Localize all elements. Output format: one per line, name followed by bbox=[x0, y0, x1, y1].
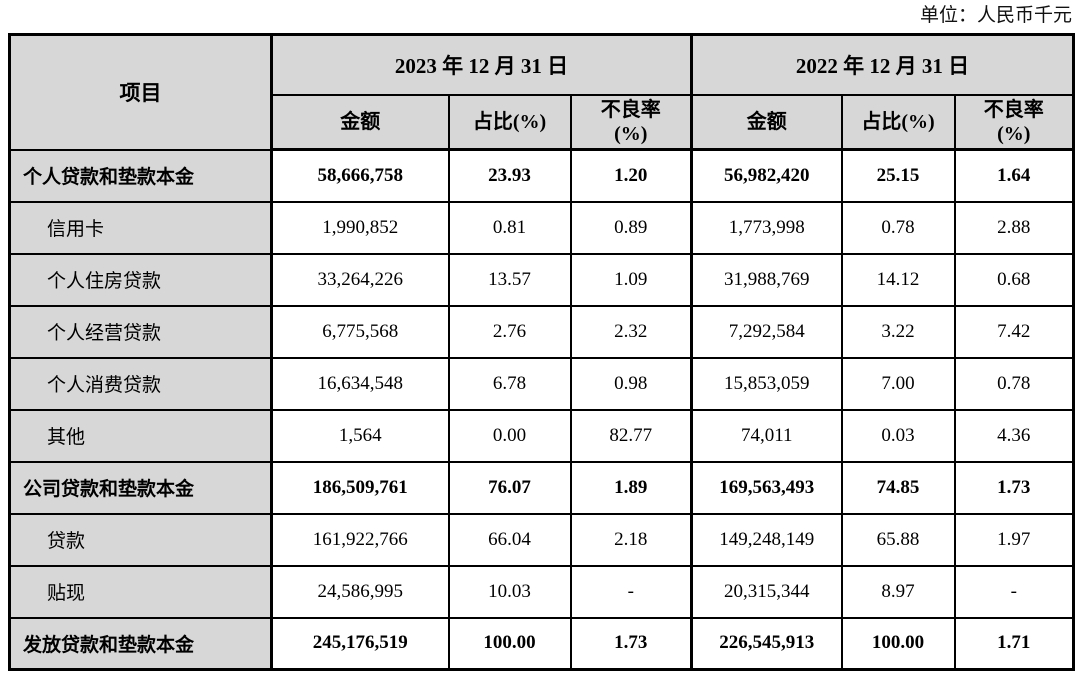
share-2023-cell: 6.78 bbox=[447, 356, 572, 411]
loan-distribution-table: 项目 2023 年 12 月 31 日 2022 年 12 月 31 日 金额 … bbox=[8, 33, 1076, 671]
amount-2023-cell: 1,564 bbox=[270, 408, 450, 463]
share-2022-cell: 100.00 bbox=[840, 616, 956, 671]
share-2022-header: 占比(%) bbox=[840, 93, 956, 151]
amount-2023-cell: 58,666,758 bbox=[270, 148, 450, 203]
npl-2023-cell: 2.32 bbox=[569, 304, 693, 359]
amount-2023-cell: 245,176,519 bbox=[270, 616, 450, 671]
npl-2023-header-line2: (%) bbox=[614, 122, 648, 145]
share-2023-cell: 0.81 bbox=[447, 200, 572, 255]
amount-2022-header: 金额 bbox=[690, 93, 843, 151]
npl-2022-header-line1: 不良率 bbox=[983, 98, 1044, 121]
share-2023-cell: 76.07 bbox=[447, 460, 572, 515]
npl-2022-cell: - bbox=[953, 564, 1075, 619]
npl-2023-cell: 82.77 bbox=[569, 408, 693, 463]
share-2023-cell: 0.00 bbox=[447, 408, 572, 463]
npl-2022-cell: 1.64 bbox=[953, 148, 1075, 203]
npl-2022-header-line2: (%) bbox=[997, 122, 1031, 145]
npl-2023-cell: 1.73 bbox=[569, 616, 693, 671]
share-2022-cell: 65.88 bbox=[840, 512, 956, 567]
share-2023-cell: 66.04 bbox=[447, 512, 572, 567]
amount-2022-cell: 226,545,913 bbox=[690, 616, 843, 671]
table-row: 个人贷款和垫款本金 58,666,758 23.93 1.20 56,982,4… bbox=[8, 148, 1075, 203]
npl-2022-cell: 7.42 bbox=[953, 304, 1075, 359]
header-row-columns: 金额 占比(%) 不良率 (%) 金额 占比(%) 不良率 (%) bbox=[10, 93, 1075, 151]
table-row: 发放贷款和垫款本金 245,176,519 100.00 1.73 226,54… bbox=[8, 616, 1075, 671]
table-row: 个人住房贷款 33,264,226 13.57 1.09 31,988,769 … bbox=[8, 252, 1075, 307]
share-2023-cell: 23.93 bbox=[447, 148, 572, 203]
row-label-cell: 发放贷款和垫款本金 bbox=[8, 616, 273, 671]
amount-2023-header: 金额 bbox=[270, 93, 450, 151]
row-label-cell: 信用卡 bbox=[8, 200, 273, 255]
amount-2022-cell: 149,248,149 bbox=[690, 512, 843, 567]
amount-2023-cell: 186,509,761 bbox=[270, 460, 450, 515]
npl-2023-cell: 1.20 bbox=[569, 148, 693, 203]
npl-2023-cell: 1.89 bbox=[569, 460, 693, 515]
amount-2023-cell: 16,634,548 bbox=[270, 356, 450, 411]
npl-2023-cell: 0.89 bbox=[569, 200, 693, 255]
npl-2022-cell: 4.36 bbox=[953, 408, 1075, 463]
npl-2022-cell: 2.88 bbox=[953, 200, 1075, 255]
row-label-cell: 个人住房贷款 bbox=[8, 252, 273, 307]
amount-2023-cell: 1,990,852 bbox=[270, 200, 450, 255]
share-2022-cell: 7.00 bbox=[840, 356, 956, 411]
npl-2022-cell: 1.97 bbox=[953, 512, 1075, 567]
amount-2022-cell: 1,773,998 bbox=[690, 200, 843, 255]
npl-2022-cell: 1.73 bbox=[953, 460, 1075, 515]
amount-2022-cell: 74,011 bbox=[690, 408, 843, 463]
table-row: 其他 1,564 0.00 82.77 74,011 0.03 4.36 bbox=[8, 408, 1075, 463]
row-label-cell: 公司贷款和垫款本金 bbox=[8, 460, 273, 515]
share-2022-cell: 0.78 bbox=[840, 200, 956, 255]
npl-2022-header: 不良率 (%) bbox=[953, 93, 1075, 151]
share-2023-header: 占比(%) bbox=[447, 93, 572, 151]
table-row: 贷款 161,922,766 66.04 2.18 149,248,149 65… bbox=[8, 512, 1075, 567]
row-label-cell: 个人经营贷款 bbox=[8, 304, 273, 359]
share-2022-cell: 0.03 bbox=[840, 408, 956, 463]
npl-2023-cell: 0.98 bbox=[569, 356, 693, 411]
share-2022-cell: 3.22 bbox=[840, 304, 956, 359]
unit-label: 单位：人民币千元 bbox=[919, 5, 1072, 26]
amount-2023-cell: 33,264,226 bbox=[270, 252, 450, 307]
amount-2022-cell: 31,988,769 bbox=[690, 252, 843, 307]
amount-2022-cell: 169,563,493 bbox=[690, 460, 843, 515]
item-column-header: 项目 bbox=[8, 33, 273, 151]
npl-2023-cell: - bbox=[569, 564, 693, 619]
npl-2023-cell: 1.09 bbox=[569, 252, 693, 307]
amount-2023-cell: 6,775,568 bbox=[270, 304, 450, 359]
share-2022-cell: 25.15 bbox=[840, 148, 956, 203]
amount-2022-cell: 7,292,584 bbox=[690, 304, 843, 359]
amount-2023-cell: 161,922,766 bbox=[270, 512, 450, 567]
npl-2022-cell: 1.71 bbox=[953, 616, 1075, 671]
npl-2022-cell: 0.78 bbox=[953, 356, 1075, 411]
share-2023-cell: 2.76 bbox=[447, 304, 572, 359]
year-2022-header: 2022 年 12 月 31 日 bbox=[690, 33, 1075, 96]
npl-2023-header: 不良率 (%) bbox=[569, 93, 693, 151]
npl-2023-header-line1: 不良率 bbox=[600, 98, 661, 121]
year-2023-header: 2023 年 12 月 31 日 bbox=[269, 33, 693, 96]
row-label-cell: 个人贷款和垫款本金 bbox=[8, 148, 273, 203]
table-row: 个人消费贷款 16,634,548 6.78 0.98 15,853,059 7… bbox=[8, 356, 1075, 411]
header-row-dates: 项目 2023 年 12 月 31 日 2022 年 12 月 31 日 bbox=[8, 33, 1075, 151]
table-row: 贴现 24,586,995 10.03 - 20,315,344 8.97 - bbox=[8, 564, 1075, 619]
share-2022-cell: 8.97 bbox=[840, 564, 956, 619]
share-2023-cell: 10.03 bbox=[447, 564, 572, 619]
amount-2022-cell: 56,982,420 bbox=[690, 148, 843, 203]
npl-2022-cell: 0.68 bbox=[953, 252, 1075, 307]
table-row: 信用卡 1,990,852 0.81 0.89 1,773,998 0.78 2… bbox=[8, 200, 1075, 255]
row-label-cell: 贷款 bbox=[8, 512, 273, 567]
npl-2023-cell: 2.18 bbox=[569, 512, 693, 567]
row-label-cell: 贴现 bbox=[8, 564, 273, 619]
row-label-cell: 其他 bbox=[8, 408, 273, 463]
share-2023-cell: 13.57 bbox=[447, 252, 572, 307]
share-2022-cell: 74.85 bbox=[840, 460, 956, 515]
share-2023-cell: 100.00 bbox=[447, 616, 572, 671]
share-2022-cell: 14.12 bbox=[840, 252, 956, 307]
amount-2022-cell: 20,315,344 bbox=[690, 564, 843, 619]
amount-2022-cell: 15,853,059 bbox=[690, 356, 843, 411]
table-row: 个人经营贷款 6,775,568 2.76 2.32 7,292,584 3.2… bbox=[8, 304, 1075, 359]
amount-2023-cell: 24,586,995 bbox=[270, 564, 450, 619]
table-row: 公司贷款和垫款本金 186,509,761 76.07 1.89 169,563… bbox=[8, 460, 1075, 515]
row-label-cell: 个人消费贷款 bbox=[8, 356, 273, 411]
